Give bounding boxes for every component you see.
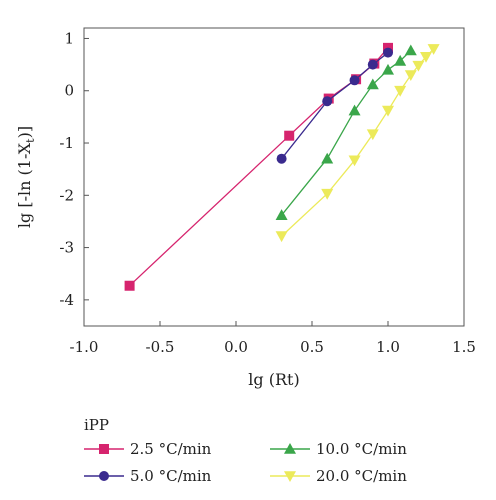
data-point bbox=[284, 130, 295, 141]
x-axis-label: lg (Rt) bbox=[248, 370, 299, 389]
series-line bbox=[281, 50, 412, 216]
x-tick-label: -1.0 bbox=[70, 338, 99, 356]
y-tick-label: -3 bbox=[59, 239, 74, 257]
legend-label: 2.5 °C/min bbox=[130, 440, 212, 458]
legend-label: 5.0 °C/min bbox=[130, 467, 212, 485]
data-point bbox=[367, 59, 378, 70]
axes-layer: -1.0 -0.5 0.0 0.5 1.0 1.5 -4 -3 -2 -1 0 1 bbox=[59, 29, 476, 356]
legend-item-1: 2.5 °C/min bbox=[84, 440, 212, 458]
data-point bbox=[322, 96, 333, 107]
series-2 bbox=[276, 47, 393, 164]
data-point bbox=[321, 188, 334, 200]
legend-label: 10.0 °C/min bbox=[316, 440, 407, 458]
y-tick-label: 0 bbox=[64, 82, 74, 100]
y-axis-label-main: lg [-ln (1-X bbox=[15, 142, 34, 228]
data-point bbox=[321, 152, 334, 164]
data-point bbox=[394, 85, 407, 97]
y-tick-label: -4 bbox=[59, 291, 74, 309]
x-tick-label: 0.0 bbox=[224, 338, 248, 356]
data-point bbox=[366, 129, 379, 141]
legend-item-3: 10.0 °C/min bbox=[270, 440, 407, 458]
series-4 bbox=[275, 44, 440, 243]
data-point bbox=[420, 51, 432, 63]
x-tick-label: 1.5 bbox=[452, 338, 476, 356]
x-tick-label: 1.0 bbox=[376, 338, 400, 356]
y-axis-label-subscript: t bbox=[24, 138, 37, 143]
series-3 bbox=[275, 44, 417, 220]
x-tick-label: 0.5 bbox=[300, 338, 324, 356]
legend-title: iPP bbox=[84, 416, 109, 434]
data-point bbox=[275, 209, 288, 220]
x-tick-label: -0.5 bbox=[146, 338, 175, 356]
data-point bbox=[124, 280, 135, 291]
data-point bbox=[382, 63, 394, 75]
data-point bbox=[427, 44, 440, 55]
data-point bbox=[276, 153, 287, 164]
data-point bbox=[383, 47, 393, 58]
y-tick-label: -2 bbox=[59, 186, 74, 204]
legend-label: 20.0 °C/min bbox=[316, 467, 407, 485]
data-point bbox=[348, 104, 361, 116]
legend-marker bbox=[284, 471, 296, 482]
data-point bbox=[349, 75, 360, 86]
plot-frame bbox=[83, 27, 465, 327]
data-point bbox=[382, 105, 394, 117]
legend: iPP 2.5 °C/min 5.0 °C/min 10.0 °C/min 20.0 … bbox=[84, 416, 407, 485]
legend-marker bbox=[284, 443, 296, 454]
series-layer bbox=[124, 42, 440, 291]
legend-item-4: 20.0 °C/min bbox=[270, 467, 407, 485]
data-point bbox=[275, 231, 288, 243]
data-point bbox=[404, 70, 417, 82]
legend-item-2: 5.0 °C/min bbox=[84, 467, 212, 485]
y-axis-label: lg [-ln (1-Xt)] bbox=[15, 126, 37, 228]
y-tick-label: -1 bbox=[59, 134, 74, 152]
y-axis-label-end: )] bbox=[15, 126, 34, 138]
data-point bbox=[366, 78, 379, 90]
data-point bbox=[412, 60, 425, 72]
legend-marker bbox=[99, 444, 109, 454]
y-tick-label: 1 bbox=[64, 29, 74, 47]
data-point bbox=[348, 155, 361, 167]
data-point bbox=[404, 44, 417, 56]
data-point bbox=[394, 54, 407, 66]
legend-marker bbox=[99, 471, 109, 481]
